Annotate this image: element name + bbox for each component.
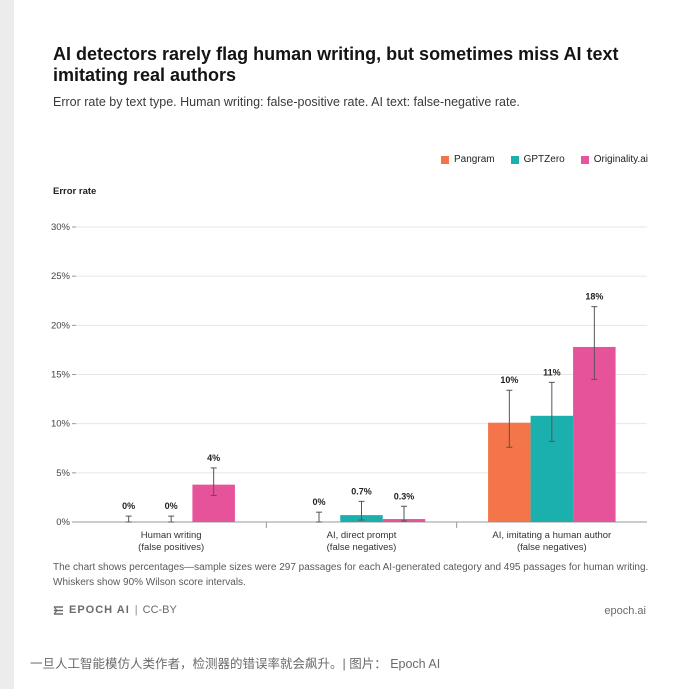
data-label: 0% bbox=[165, 501, 178, 511]
footnote: The chart shows percentages—sample sizes… bbox=[53, 562, 649, 588]
x-tick-label: (false negatives) bbox=[517, 542, 587, 553]
epoch-logo-icon bbox=[53, 605, 64, 616]
y-tick-label: 25% bbox=[51, 271, 71, 282]
data-label: 4% bbox=[207, 453, 220, 463]
x-tick-label: (false positives) bbox=[138, 542, 204, 553]
x-tick-label: AI, direct prompt bbox=[327, 530, 397, 541]
chart-title: AI detectors rarely flag human writing, … bbox=[53, 44, 619, 85]
data-label: 0.3% bbox=[394, 491, 415, 501]
legend-item-gptzero: GPTZero bbox=[510, 154, 565, 165]
data-label: 10% bbox=[500, 375, 518, 385]
page-margin bbox=[0, 0, 14, 689]
brand: EPOCH AI | CC-BY bbox=[53, 604, 177, 616]
data-label: 0% bbox=[122, 501, 135, 511]
y-tick-label: 15% bbox=[51, 370, 71, 381]
data-label: 18% bbox=[585, 292, 603, 302]
chart-card bbox=[14, 0, 682, 640]
image-caption: 一旦人工智能模仿人类作者，检测器的错误率就会飙升。| 图片： Epoch AI bbox=[30, 657, 441, 671]
site-link[interactable]: epoch.ai bbox=[604, 605, 646, 617]
x-tick-label: AI, imitating a human author bbox=[492, 530, 611, 541]
license-label: CC-BY bbox=[142, 604, 177, 616]
brand-separator: | bbox=[134, 604, 138, 616]
y-tick-label: 10% bbox=[51, 419, 71, 430]
legend-item-originality: Originality.ai bbox=[580, 154, 648, 165]
data-label: 0% bbox=[312, 497, 325, 507]
legend-swatch-pangram bbox=[441, 155, 450, 164]
x-tick-label: Human writing bbox=[141, 530, 202, 541]
y-axis-label: Error rate bbox=[53, 186, 97, 197]
y-tick-label: 30% bbox=[51, 222, 71, 233]
y-tick-label: 0% bbox=[56, 517, 70, 528]
chart-subtitle: Error rate by text type. Human writing: … bbox=[53, 95, 520, 109]
legend-label-gptzero: GPTZero bbox=[523, 154, 565, 165]
data-label: 0.7% bbox=[351, 486, 372, 496]
data-label: 11% bbox=[543, 367, 561, 377]
x-tick-label: (false negatives) bbox=[327, 542, 397, 553]
legend-label-pangram: Pangram bbox=[454, 154, 495, 165]
legend-item-pangram: Pangram bbox=[441, 154, 495, 165]
legend-label-originality: Originality.ai bbox=[593, 154, 648, 165]
y-tick-label: 5% bbox=[56, 468, 70, 479]
y-tick-label: 20% bbox=[51, 320, 71, 331]
bar-chart: 0%5%10%15%20%25%30%0% 0%4%Human writing(f… bbox=[51, 222, 647, 553]
brand-logo-text: EPOCH AI bbox=[69, 604, 130, 616]
legend-swatch-gptzero bbox=[510, 155, 519, 164]
chart-legend: Pangram GPTZero Originality.ai bbox=[441, 154, 648, 165]
legend-swatch-originality bbox=[580, 155, 589, 164]
